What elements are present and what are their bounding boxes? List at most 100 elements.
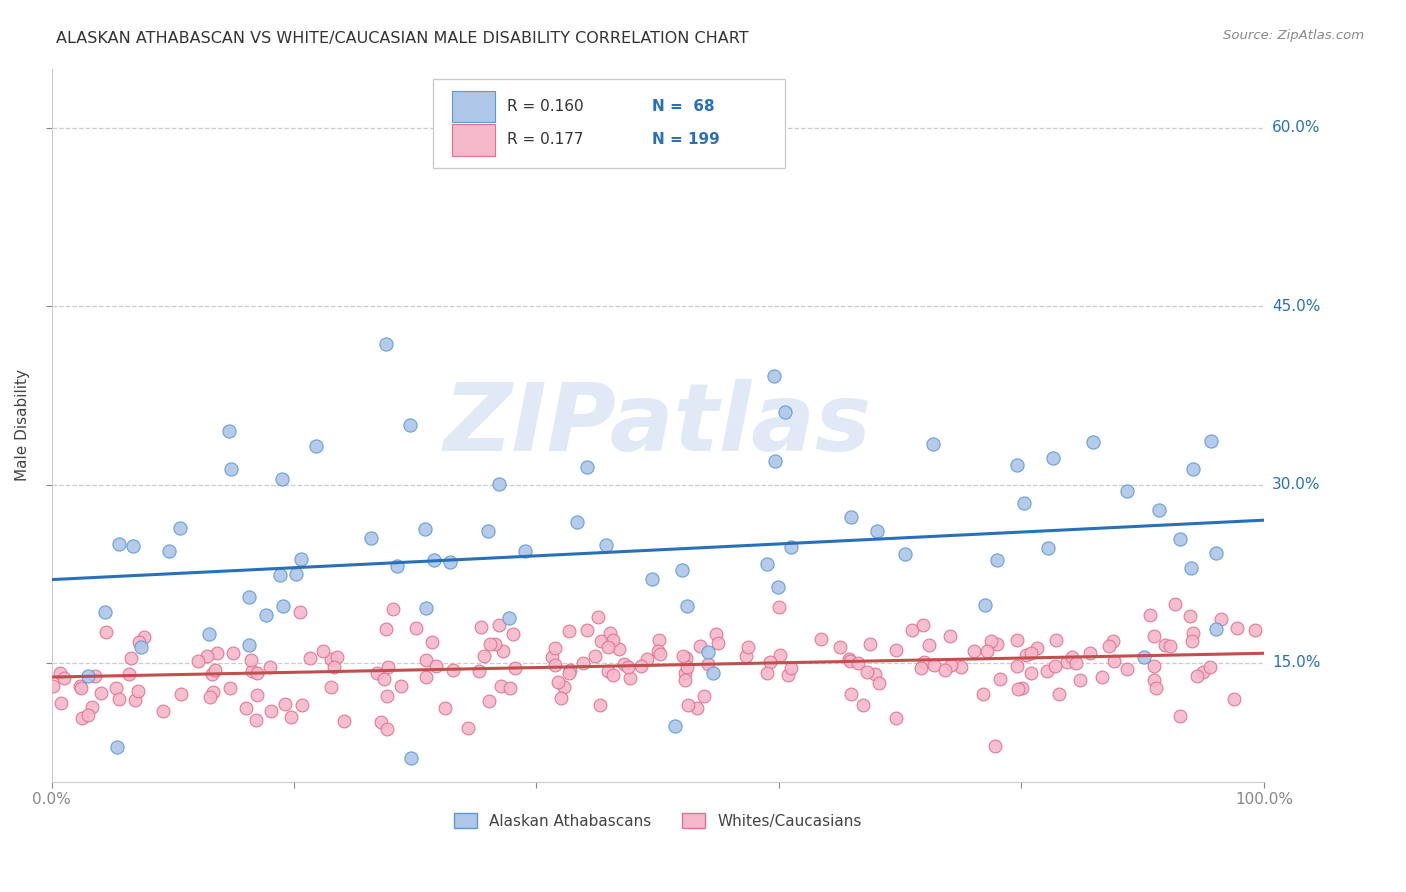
Point [541, 650, 564, 665]
Point [285, 567, 308, 582]
Point [375, 336, 398, 351]
Point [1091, 670, 1114, 684]
Point [672, 648, 695, 663]
Point [1205, 622, 1227, 636]
Point [169, 520, 191, 534]
Point [768, 648, 790, 662]
Point [1168, 532, 1191, 546]
Point [922, 437, 945, 451]
Text: ALASKAN ATHABASCAN VS WHITE/CAUCASIAN MALE DISABILITY CORRELATION CHART: ALASKAN ATHABASCAN VS WHITE/CAUCASIAN MA… [56, 31, 749, 46]
Point [543, 658, 565, 673]
Point [575, 460, 598, 475]
Point [756, 666, 779, 681]
Text: 60.0%: 60.0% [1272, 120, 1320, 136]
Point [197, 627, 219, 641]
Point [1012, 495, 1035, 509]
Point [839, 687, 862, 701]
Point [550, 691, 572, 706]
Text: ZIPatlas: ZIPatlas [444, 379, 872, 471]
Point [375, 689, 398, 703]
Point [839, 510, 862, 524]
Point [53, 671, 76, 685]
Point [547, 675, 569, 690]
Point [82, 699, 104, 714]
Point [565, 515, 588, 529]
Point [246, 688, 269, 702]
Point [90, 686, 112, 700]
FancyBboxPatch shape [433, 79, 785, 169]
FancyBboxPatch shape [451, 124, 495, 155]
Point [498, 610, 520, 624]
FancyBboxPatch shape [451, 91, 495, 122]
Point [557, 624, 579, 638]
Point [588, 609, 610, 624]
Point [912, 655, 935, 669]
Point [399, 751, 422, 765]
Point [69, 679, 91, 693]
Point [121, 651, 143, 665]
Point [377, 660, 399, 674]
Point [986, 553, 1008, 567]
Point [868, 675, 890, 690]
Point [1205, 546, 1227, 560]
Point [763, 369, 786, 384]
Point [852, 698, 875, 712]
Point [863, 666, 886, 681]
Point [675, 666, 697, 681]
Point [828, 640, 851, 654]
Point [1143, 673, 1166, 688]
Point [1182, 625, 1205, 640]
Point [488, 617, 510, 632]
Point [613, 657, 636, 672]
Point [553, 680, 575, 694]
Point [1005, 658, 1028, 673]
Point [415, 670, 437, 684]
Point [201, 667, 224, 681]
Point [1192, 665, 1215, 679]
Point [1056, 655, 1078, 669]
Point [759, 655, 782, 669]
Point [269, 567, 291, 582]
Point [259, 660, 281, 674]
Point [917, 638, 939, 652]
Point [1042, 451, 1064, 466]
Point [675, 651, 697, 665]
Point [648, 633, 671, 648]
Point [260, 704, 283, 718]
Point [962, 644, 984, 658]
Point [1243, 624, 1265, 638]
Legend: Alaskan Athabascans, Whites/Caucasians: Alaskan Athabascans, Whites/Caucasians [449, 806, 868, 835]
Point [274, 698, 297, 712]
Point [1178, 608, 1201, 623]
Point [617, 660, 640, 674]
Point [1164, 597, 1187, 611]
Point [70, 711, 93, 725]
Point [1015, 648, 1038, 663]
Point [124, 693, 146, 707]
Point [1226, 621, 1249, 635]
Point [884, 711, 907, 725]
Point [415, 601, 437, 615]
Point [1066, 657, 1088, 671]
Point [441, 663, 464, 677]
Point [673, 673, 696, 687]
Point [1019, 646, 1042, 660]
Point [697, 657, 720, 671]
Point [77, 708, 100, 723]
Point [647, 643, 669, 657]
Point [325, 649, 347, 664]
Point [1199, 434, 1222, 449]
Point [238, 591, 260, 605]
Point [602, 633, 624, 648]
Point [1060, 649, 1083, 664]
Point [630, 658, 652, 673]
Point [950, 659, 973, 673]
Point [204, 663, 226, 677]
Point [988, 672, 1011, 686]
Point [599, 626, 621, 640]
Point [470, 620, 492, 634]
Point [1036, 664, 1059, 678]
Point [737, 640, 759, 655]
Point [775, 405, 797, 419]
Point [1159, 639, 1181, 653]
